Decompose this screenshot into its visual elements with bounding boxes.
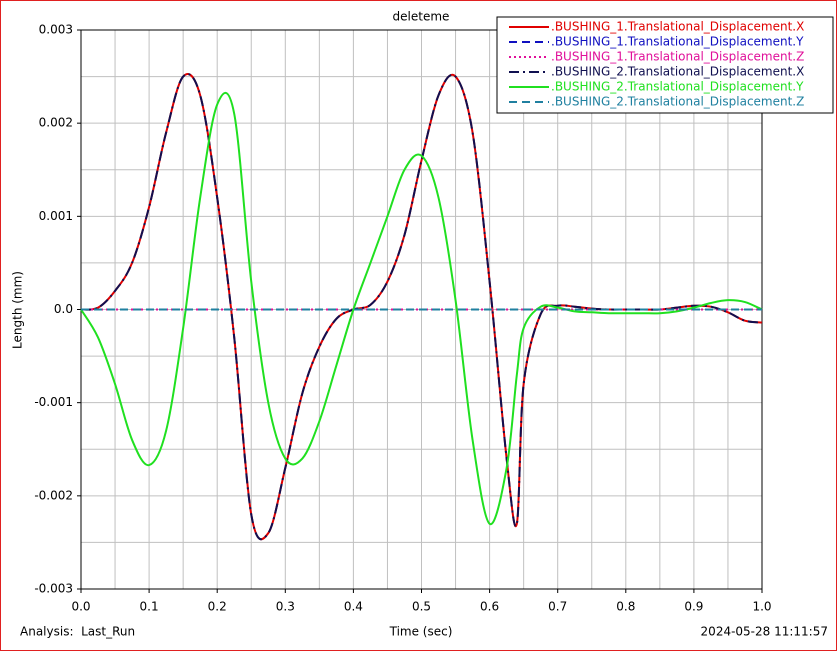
x-tick-label: 1.0 — [752, 600, 771, 614]
footer-left: Analysis: Last_Run — [20, 625, 135, 639]
y-tick-label: -0.001 — [34, 395, 73, 409]
legend-label: .BUSHING_1.Translational_Displacement.Y — [551, 35, 804, 49]
legend-label: .BUSHING_1.Translational_Displacement.Z — [551, 50, 804, 64]
x-axis-label: Time (sec) — [389, 625, 453, 639]
x-tick-label: 0.4 — [344, 600, 363, 614]
legend-label: .BUSHING_2.Translational_Displacement.X — [551, 65, 804, 79]
x-tick-label: 0.1 — [140, 600, 159, 614]
y-tick-label: -0.002 — [34, 488, 73, 502]
series-line — [80, 73, 763, 541]
y-tick-label: -0.003 — [34, 582, 73, 596]
x-tick-label: 0.0 — [71, 600, 90, 614]
x-tick-label: 0.6 — [480, 600, 499, 614]
legend-label: .BUSHING_2.Translational_Displacement.Z — [551, 95, 804, 109]
y-tick-label: 0.002 — [39, 116, 73, 130]
y-tick-label: 0.001 — [39, 209, 73, 223]
series-line — [80, 91, 763, 525]
x-tick-label: 0.3 — [276, 600, 295, 614]
legend-label: .BUSHING_2.Translational_Displacement.Y — [551, 80, 804, 94]
x-tick-label: 0.7 — [548, 600, 567, 614]
legend-box — [496, 16, 834, 114]
x-tick-label: 0.8 — [616, 600, 635, 614]
chart-title: deleteme — [393, 10, 450, 24]
y-tick-label: 0.003 — [39, 23, 73, 37]
y-axis-label: Length (mm) — [11, 271, 25, 349]
footer-right: 2024-05-28 11:11:57 — [701, 625, 828, 639]
legend-label: .BUSHING_1.Translational_Displacement.X — [551, 20, 804, 34]
x-tick-label: 0.5 — [412, 600, 431, 614]
y-tick-label: 0.0 — [54, 302, 73, 316]
x-tick-label: 0.2 — [208, 600, 227, 614]
x-tick-label: 0.9 — [684, 600, 703, 614]
